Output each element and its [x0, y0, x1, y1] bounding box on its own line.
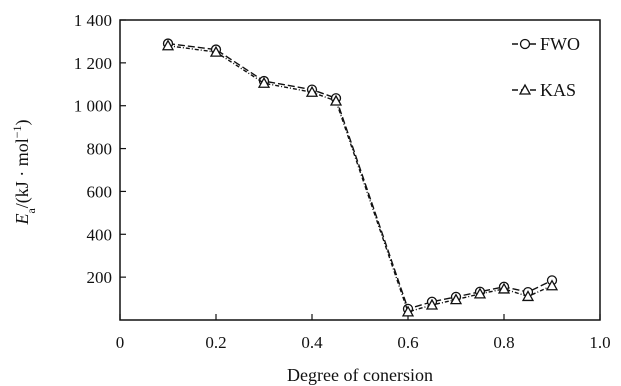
plot-frame	[119, 19, 601, 321]
data-point	[329, 94, 343, 106]
series-kas	[161, 39, 559, 317]
y-tick-label: 800	[87, 140, 113, 159]
data-point	[473, 287, 487, 299]
x-tick-label: 1.0	[589, 333, 610, 352]
y-tick-label: 1 400	[74, 11, 112, 30]
series-layer	[161, 38, 559, 317]
legend-label-kas: KAS	[540, 80, 576, 100]
y-tick-label: 1 000	[74, 97, 112, 116]
data-point	[209, 45, 223, 57]
x-tick-label: 0.6	[397, 333, 418, 352]
series-line-fwo	[167, 42, 553, 310]
x-tick-label: 0.4	[301, 333, 323, 352]
y-axis: 200 400 600 800 1 000 1 200 1 400	[74, 11, 126, 287]
series-line-kas	[167, 45, 553, 313]
data-point	[449, 293, 463, 305]
x-tick-label: 0.2	[205, 333, 226, 352]
legend-item-kas: KAS	[512, 80, 576, 100]
legend-item-fwo: FWO	[512, 34, 580, 54]
series-fwo	[162, 38, 558, 315]
legend-triangle-marker-icon	[518, 83, 532, 95]
data-point	[545, 279, 559, 291]
legend: FWO KAS	[512, 34, 580, 100]
y-tick-label: 400	[87, 225, 113, 244]
data-point	[161, 39, 175, 51]
y-tick-label: 600	[87, 182, 113, 201]
data-point	[497, 282, 511, 294]
y-tick-label: 1 200	[74, 54, 112, 73]
x-tick-label: 0.8	[493, 333, 514, 352]
y-tick-label: 200	[87, 268, 113, 287]
data-point	[257, 76, 271, 88]
data-point	[521, 290, 535, 302]
x-axis: 0 0.2 0.4 0.6 0.8 1.0	[116, 314, 611, 352]
legend-circle-marker-icon	[519, 38, 531, 50]
legend-label-fwo: FWO	[540, 34, 580, 54]
y-axis-title: Ea/(kJ · mol−1)	[10, 119, 38, 225]
x-axis-title: Degree of conersion	[287, 365, 433, 385]
data-point	[401, 305, 415, 317]
x-tick-label: 0	[116, 333, 125, 352]
data-point	[305, 85, 319, 97]
data-point	[425, 298, 439, 310]
